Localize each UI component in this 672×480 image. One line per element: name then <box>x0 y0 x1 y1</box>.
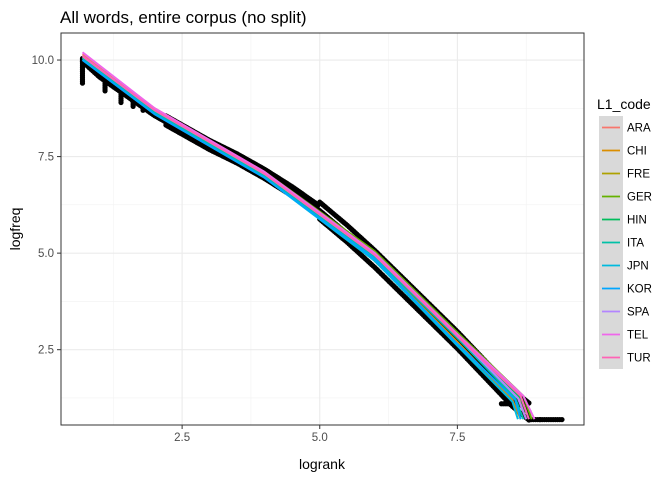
legend-label-fre: FRE <box>627 169 650 181</box>
data-point <box>559 416 565 423</box>
legend-title: L1_code <box>597 96 651 112</box>
chart-title: All words, entire corpus (no split) <box>60 8 307 27</box>
y-axis-title: logfreq <box>7 208 23 251</box>
legend: L1_code ARA CHI FRE GER HIN ITA JPN KOR SPA TEL TU… <box>597 96 652 369</box>
grid <box>61 33 584 425</box>
legend-label-spa: SPA <box>627 307 649 319</box>
legend-label-ger: GER <box>627 192 652 204</box>
legend-label-kor: KOR <box>627 284 652 296</box>
y-tick-label: 5.0 <box>38 248 54 260</box>
series-line-kor <box>81 59 522 420</box>
y-tick-label: 2.5 <box>38 345 54 357</box>
x-axis-title: logrank <box>299 456 346 472</box>
legend-label-ita: ITA <box>627 238 644 250</box>
y-tick-label: 10.0 <box>32 55 54 67</box>
legend-label-chi: CHI <box>627 146 647 158</box>
legend-label-ara: ARA <box>627 123 651 135</box>
legend-label-tur: TUR <box>627 353 651 365</box>
plot-border <box>60 32 585 426</box>
axis-ticks: 2.5 5.0 7.5 2.5 5.0 7.5 10.0 <box>32 55 466 444</box>
x-tick-label: 7.5 <box>449 432 465 444</box>
series-line-tel <box>81 51 536 420</box>
series-line-tur <box>81 55 530 420</box>
series-lines <box>81 51 536 420</box>
series-line-ita <box>81 57 525 420</box>
legend-label-jpn: JPN <box>627 261 649 273</box>
x-tick-label: 2.5 <box>174 432 190 444</box>
legend-label-tel: TEL <box>627 330 649 342</box>
x-tick-label: 5.0 <box>312 432 328 444</box>
legend-label-hin: HIN <box>627 215 647 227</box>
y-tick-label: 7.5 <box>38 152 54 164</box>
plot-background <box>61 33 584 425</box>
